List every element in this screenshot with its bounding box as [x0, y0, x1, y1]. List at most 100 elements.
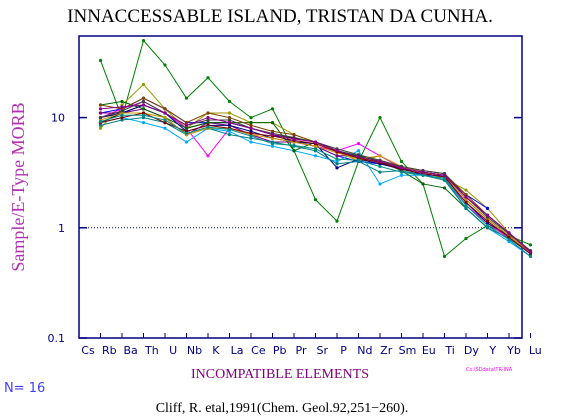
data-point [335, 154, 339, 158]
data-point [206, 115, 210, 120]
data-point [464, 193, 468, 197]
data-point [485, 213, 490, 217]
data-point [120, 115, 124, 120]
x-tick-label: Lu [529, 344, 542, 357]
data-point [98, 115, 103, 120]
x-tick-label: Th [144, 344, 159, 357]
source-file: Cs:\SDdata\TR-INA [466, 367, 513, 373]
data-point [528, 254, 533, 259]
data-point [120, 105, 124, 109]
x-tick-label: Sm [399, 344, 417, 357]
data-point [399, 166, 404, 170]
data-point [292, 149, 296, 153]
data-point [378, 164, 382, 169]
data-point [98, 123, 103, 127]
data-point [184, 126, 189, 130]
data-point [335, 219, 339, 223]
y-tick-label: 1 [58, 222, 65, 235]
data-point [313, 154, 318, 158]
data-point [184, 140, 189, 144]
series-line [100, 117, 531, 255]
data-point [227, 133, 232, 137]
data-point [442, 186, 447, 190]
data-point [378, 159, 382, 164]
chart-title: INNACCESSABLE ISLAND, TRISTAN DA CUNHA. [67, 6, 493, 27]
data-point [378, 115, 382, 120]
x-tick-label: La [231, 344, 244, 357]
data-point [485, 219, 490, 223]
data-point [378, 154, 382, 158]
data-point [206, 111, 210, 115]
data-point [141, 113, 146, 117]
data-point [464, 236, 468, 241]
data-point [485, 223, 490, 228]
y-tick-label: 10 [51, 112, 65, 125]
data-point [249, 140, 253, 144]
data-point [163, 63, 167, 67]
data-point [421, 173, 425, 177]
data-point [184, 123, 189, 127]
data-point [485, 226, 490, 230]
data-point [249, 121, 253, 125]
data-point [335, 157, 339, 161]
data-point [464, 203, 468, 207]
data-point [163, 121, 167, 125]
data-point [292, 133, 296, 137]
series-line [100, 100, 488, 229]
data-point [249, 126, 253, 130]
data-point [356, 149, 361, 153]
data-point [528, 243, 533, 247]
series-line [100, 112, 531, 253]
data-point [227, 121, 232, 125]
data-point [399, 173, 404, 177]
data-point [249, 134, 253, 138]
data-point [292, 143, 296, 147]
data-point [356, 142, 361, 146]
citation: Cliff, R. etal,1991(Chem. Geol.92,251−26… [156, 401, 409, 416]
data-point [421, 182, 425, 186]
data-point [464, 200, 468, 204]
data-point [184, 121, 189, 125]
data-point [227, 99, 232, 104]
data-point [442, 254, 447, 259]
data-point [163, 126, 167, 130]
x-tick-label: Rb [102, 344, 117, 357]
data-point [528, 250, 533, 254]
data-point [141, 121, 146, 125]
data-point [442, 173, 447, 177]
data-point [507, 231, 511, 235]
data-point [141, 103, 146, 107]
data-point [98, 107, 103, 111]
x-tick-label: Y [488, 344, 496, 357]
series-line [100, 108, 531, 253]
data-point [270, 133, 275, 137]
x-tick-label: Nb [187, 344, 202, 357]
data-point [270, 144, 275, 148]
data-point [227, 123, 232, 127]
x-tick-label: Zr [380, 344, 393, 357]
series-line [100, 112, 531, 255]
data-point [206, 118, 210, 122]
data-point [120, 99, 124, 104]
y-axis-label: Sample/E-Type MORB [8, 102, 28, 271]
x-tick-label: Pb [273, 344, 287, 357]
data-point [184, 96, 189, 100]
series-line [100, 114, 531, 257]
data-point [313, 198, 318, 202]
data-point [163, 115, 167, 120]
data-point [206, 125, 210, 129]
data-point [485, 206, 490, 210]
x-tick-label: U [169, 344, 177, 357]
data-point [141, 115, 146, 120]
y-tick-label: 0.1 [48, 332, 66, 345]
data-point [120, 118, 124, 122]
x-tick-label: Dy [464, 344, 479, 357]
data-point [335, 162, 339, 166]
data-point [227, 115, 232, 120]
data-point [141, 99, 146, 104]
data-point [98, 103, 103, 107]
data-point [507, 235, 511, 239]
data-point [399, 170, 404, 174]
data-point [227, 111, 232, 115]
